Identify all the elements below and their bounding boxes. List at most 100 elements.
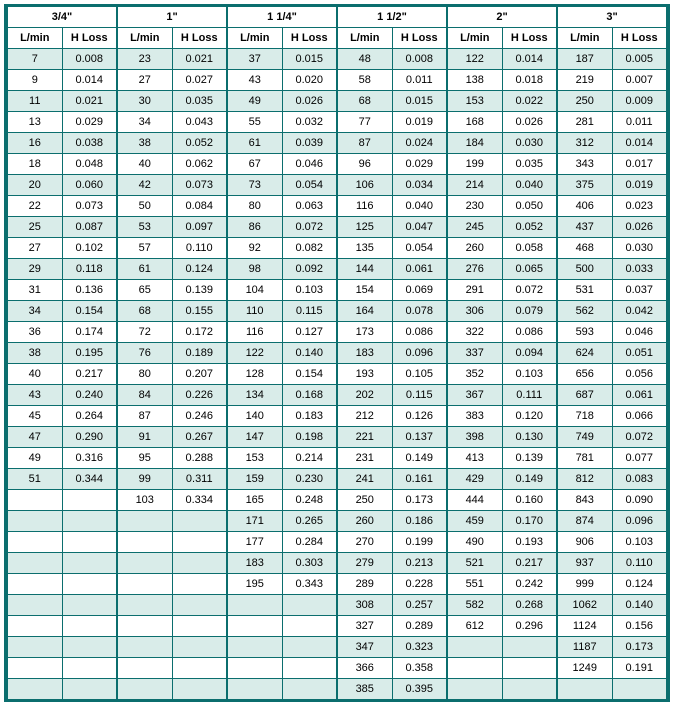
cell-lmin: 718 [557,406,612,427]
cell-hloss: 0.268 [502,595,557,616]
table-row: 270.102570.110920.0821350.0542600.058468… [7,238,667,259]
cell-hloss: 0.213 [392,553,447,574]
cell-hloss: 0.358 [392,658,447,679]
cell-lmin [227,679,282,700]
size-header: 3/4" [7,7,117,28]
table-row: 3850.395 [7,679,667,700]
cell-hloss: 0.011 [392,70,447,91]
cell-hloss: 0.026 [502,112,557,133]
cell-lmin [7,511,62,532]
cell-hloss: 0.079 [502,301,557,322]
cell-hloss: 0.058 [502,238,557,259]
cell-hloss [62,490,117,511]
cell-lmin: 106 [337,175,392,196]
cell-hloss: 0.214 [282,448,337,469]
cell-lmin: 468 [557,238,612,259]
cell-lmin: 68 [117,301,172,322]
cell-lmin: 429 [447,469,502,490]
cell-hloss: 0.072 [612,427,667,448]
cell-hloss: 0.105 [392,364,447,385]
cell-hloss: 0.019 [612,175,667,196]
cell-lmin [117,574,172,595]
table-row: 220.073500.084800.0631160.0402300.050406… [7,196,667,217]
cell-lmin [7,574,62,595]
cell-lmin: 1124 [557,616,612,637]
cell-lmin: 135 [337,238,392,259]
cell-hloss: 0.230 [282,469,337,490]
cell-lmin: 37 [227,49,282,70]
cell-lmin: 50 [117,196,172,217]
col-lmin: L/min [227,28,282,49]
cell-lmin: 195 [227,574,282,595]
cell-lmin: 999 [557,574,612,595]
cell-hloss: 0.130 [502,427,557,448]
cell-hloss: 0.054 [392,238,447,259]
cell-hloss: 0.086 [502,322,557,343]
table-row: 200.060420.073730.0541060.0342140.040375… [7,175,667,196]
cell-hloss: 0.154 [282,364,337,385]
cell-lmin: 13 [7,112,62,133]
cell-lmin: 171 [227,511,282,532]
table-row: 1770.2842700.1994900.1939060.103 [7,532,667,553]
cell-lmin: 95 [117,448,172,469]
cell-hloss [62,679,117,700]
cell-lmin: 9 [7,70,62,91]
cell-lmin [7,637,62,658]
cell-lmin [117,511,172,532]
cell-lmin: 1062 [557,595,612,616]
cell-lmin: 337 [447,343,502,364]
cell-hloss: 0.172 [172,322,227,343]
cell-lmin: 153 [447,91,502,112]
cell-lmin [447,637,502,658]
cell-lmin: 92 [227,238,282,259]
cell-lmin: 459 [447,511,502,532]
cell-hloss: 0.168 [282,385,337,406]
cell-hloss: 0.139 [502,448,557,469]
cell-hloss [62,616,117,637]
cell-hloss: 0.189 [172,343,227,364]
cell-hloss: 0.086 [392,322,447,343]
cell-hloss: 0.284 [282,532,337,553]
cell-lmin: 270 [337,532,392,553]
cell-lmin: 612 [447,616,502,637]
cell-hloss: 0.035 [172,91,227,112]
cell-hloss: 0.094 [502,343,557,364]
cell-lmin: 406 [557,196,612,217]
cell-hloss: 0.311 [172,469,227,490]
cell-hloss: 0.173 [612,637,667,658]
cell-hloss: 0.267 [172,427,227,448]
cell-lmin: 16 [7,133,62,154]
cell-lmin: 183 [227,553,282,574]
cell-hloss: 0.077 [612,448,667,469]
cell-lmin: 187 [557,49,612,70]
cell-lmin: 199 [447,154,502,175]
cell-lmin: 289 [337,574,392,595]
cell-hloss: 0.097 [172,217,227,238]
cell-hloss [502,679,557,700]
cell-hloss [502,637,557,658]
cell-lmin: 874 [557,511,612,532]
cell-hloss: 0.009 [612,91,667,112]
table-row: 130.029340.043550.032770.0191680.0262810… [7,112,667,133]
cell-hloss: 0.289 [392,616,447,637]
cell-lmin: 173 [337,322,392,343]
cell-hloss [62,574,117,595]
table-row: 3470.32311870.173 [7,637,667,658]
cell-lmin: 96 [337,154,392,175]
cell-hloss: 0.065 [502,259,557,280]
cell-hloss [502,658,557,679]
cell-lmin: 38 [117,133,172,154]
table-row: 400.217800.2071280.1541930.1053520.10365… [7,364,667,385]
cell-lmin [227,616,282,637]
size-header: 3" [557,7,667,28]
cell-lmin: 87 [117,406,172,427]
cell-lmin: 413 [447,448,502,469]
cell-lmin [117,595,172,616]
cell-lmin: 168 [447,112,502,133]
cell-hloss [172,532,227,553]
table-row: 250.087530.097860.0721250.0472450.052437… [7,217,667,238]
cell-lmin: 76 [117,343,172,364]
cell-hloss: 0.323 [392,637,447,658]
cell-hloss: 0.248 [282,490,337,511]
cell-lmin: 51 [7,469,62,490]
